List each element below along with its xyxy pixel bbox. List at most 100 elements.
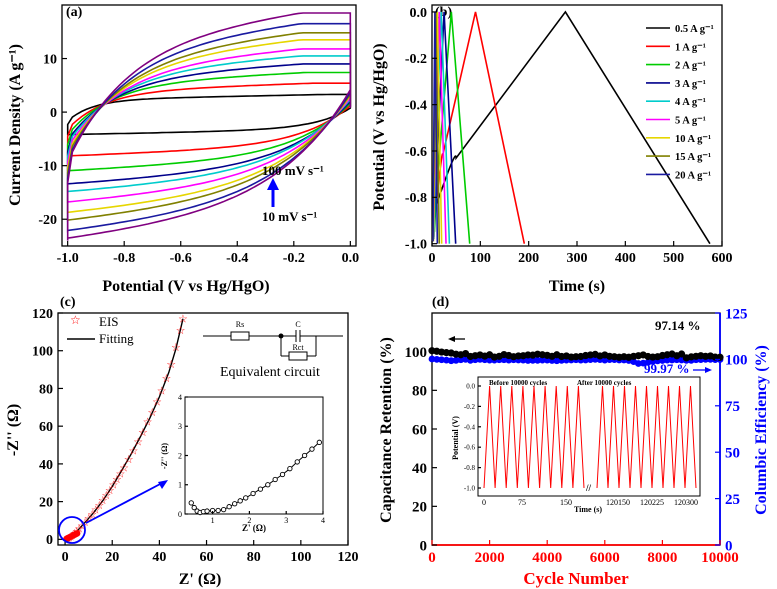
panel-d-inset: -1.0 -0.8 -0.6 -0.4 -0.2 0.0 0 75 150 120150 1202… xyxy=(451,376,701,514)
panel-a-frame xyxy=(61,4,357,247)
eis-point: ☆ xyxy=(176,325,186,337)
y-tick-label: -0.6 xyxy=(405,145,427,160)
x-tick-label: 300 xyxy=(567,251,588,266)
y-tick-label: 120 xyxy=(32,307,53,322)
inset-point xyxy=(294,459,300,465)
panel-a-xlabel: Potential (V vs Hg/HgO) xyxy=(102,278,269,295)
panel-c-ylabel: -Z'' (Ω) xyxy=(5,404,22,456)
zoom-arrowhead xyxy=(158,480,168,489)
eis-point: ☆ xyxy=(152,397,162,409)
panel-c-x-ticks: 0 20 40 60 80 100 120 xyxy=(62,540,359,565)
y-tick-label: -10 xyxy=(38,160,57,175)
zoom-region-circle xyxy=(58,516,86,544)
x-tick-label: 2000 xyxy=(475,550,505,566)
efficiency-axis-arrowhead xyxy=(705,367,712,373)
y-tick-label: 0 xyxy=(725,538,733,554)
inset-point xyxy=(316,439,322,445)
y-tick-label: 0 xyxy=(420,538,428,554)
y-tick-label: 0.0 xyxy=(466,382,475,390)
panel-d: (d) 0 2000 4000 6000 8000 10000 020406080100 … xyxy=(378,295,770,588)
eis-point: ☆ xyxy=(133,436,143,448)
inset-point xyxy=(237,498,243,504)
x-tick-label: 4000 xyxy=(532,550,562,566)
gcd-inset-x-tick-label: 0 xyxy=(482,498,486,507)
legend-label: 5 A g⁻¹ xyxy=(675,116,706,127)
panel-d-left-y-ticks: 0 20 40 60 80 100 xyxy=(405,345,437,554)
panel-b-x-ticks: 0 100 200 300 400 500 600 xyxy=(429,241,733,266)
eis-point: ☆ xyxy=(166,359,176,371)
legend-label: 2 A g⁻¹ xyxy=(675,61,706,72)
panel-b-legend: 0.5 A g⁻¹ 1 A g⁻¹ 2 A g⁻¹ 3 A g⁻¹ 4 A g⁻¹ 5 A… xyxy=(646,24,714,181)
y-tick-label: -0.2 xyxy=(464,403,476,411)
x-tick-label: 600 xyxy=(712,251,733,266)
inset-point xyxy=(287,466,293,472)
x-tick-label: -0.2 xyxy=(283,251,305,266)
eis-point: ☆ xyxy=(129,446,139,458)
y-tick-label: 125 xyxy=(725,306,748,322)
inset-point xyxy=(279,471,286,478)
gcd-inset-x-tick-label: 75 xyxy=(518,498,526,507)
gcd-wave-after xyxy=(596,385,697,489)
y-tick-label: -0.4 xyxy=(464,423,476,431)
panel-c: (c) ☆☆☆☆☆☆☆☆☆☆☆☆☆☆☆☆☆☆☆☆☆☆☆☆☆☆☆☆☆☆☆☆☆ 0 2… xyxy=(5,295,359,588)
panel-c-inset: 1 2 3 4 0 1 2 3 4 Z' (Ω) -Z'' (Ω) xyxy=(160,393,325,533)
x-tick-label: 0 xyxy=(62,550,69,565)
y-tick-label: -1.0 xyxy=(405,238,427,253)
panel-c-frame xyxy=(57,312,349,546)
y-tick-label: 20 xyxy=(39,496,53,511)
circuit-node xyxy=(278,333,284,339)
inset-x-ticks: 1 2 3 4 xyxy=(211,511,325,525)
x-tick-label: -0.6 xyxy=(170,251,192,266)
eis-point-dense xyxy=(74,530,81,537)
x-tick-label: 60 xyxy=(200,550,214,565)
panel-a-x-ticks: -1.0 -0.8 -0.6 -0.4 -0.2 0.0 xyxy=(57,241,359,266)
eis-point: ☆ xyxy=(171,342,181,354)
circuit-rct-label: Rct xyxy=(292,343,304,352)
panel-d-right-y-ticks: 0 25 50 75 100 125 xyxy=(715,306,748,554)
inset-xlabel: Z' (Ω) xyxy=(242,523,266,533)
panel-a-curves xyxy=(66,12,352,241)
x-tick-label: 8000 xyxy=(647,550,677,566)
y-tick-label: 80 xyxy=(39,382,53,397)
x-tick-label: 1 xyxy=(211,516,215,525)
retention-axis-arrowhead xyxy=(448,336,455,342)
eis-point: ☆ xyxy=(157,385,167,397)
x-tick-label: 10000 xyxy=(701,550,739,566)
x-tick-label: 3 xyxy=(284,516,288,525)
inset-point xyxy=(188,500,194,506)
y-tick-label: 40 xyxy=(412,461,427,477)
legend-label: 1 A g⁻¹ xyxy=(675,42,706,53)
y-tick-label: -20 xyxy=(38,213,57,228)
inset-point xyxy=(232,501,238,507)
x-tick-label: 0 xyxy=(429,251,436,266)
y-tick-label: 100 xyxy=(725,353,748,369)
eis-point: ☆ xyxy=(119,462,129,474)
panel-c-y-ticks: 0 20 40 60 80 100 120 xyxy=(32,307,63,548)
x-tick-label: 500 xyxy=(663,251,684,266)
efficiency-point xyxy=(663,356,671,364)
x-tick-label: 100 xyxy=(290,550,311,565)
gcd-inset-x-tick-label: 120300 xyxy=(674,498,698,507)
gcd-curve-20-A-g⁻¹ xyxy=(432,11,439,244)
eis-point: ☆ xyxy=(77,520,87,532)
eis-point: ☆ xyxy=(147,407,157,419)
gcd-inset-xlabel: Time (s) xyxy=(574,505,602,514)
y-tick-label: 4 xyxy=(178,393,182,402)
panel-c-label: (c) xyxy=(60,295,76,310)
legend-fitting-label: Fitting xyxy=(99,331,134,346)
eis-point: ☆ xyxy=(178,314,188,326)
eis-point: ☆ xyxy=(162,373,172,385)
gcd-inset-x-tick-label: 150 xyxy=(560,498,572,507)
panel-b-curves xyxy=(432,10,711,245)
legend-eis-label: EIS xyxy=(99,314,119,329)
gcd-wave-before xyxy=(483,385,585,489)
x-tick-label: 6000 xyxy=(590,550,620,566)
y-tick-label: -0.2 xyxy=(405,52,427,67)
gcd-inset-axis-break: // xyxy=(585,483,592,493)
x-tick-label: 200 xyxy=(518,251,539,266)
x-tick-label: 80 xyxy=(247,550,261,565)
gcd-inset-ylabel: Potential (V) xyxy=(451,416,460,460)
eis-point: ☆ xyxy=(94,500,104,512)
inset-point xyxy=(272,476,278,483)
